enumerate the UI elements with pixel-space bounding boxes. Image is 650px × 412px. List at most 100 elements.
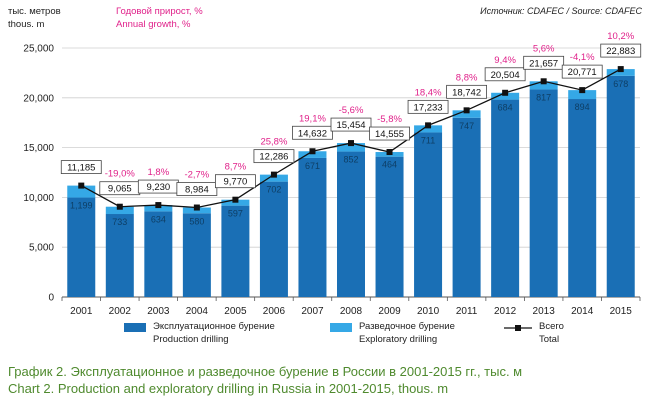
exploratory-bar: [259, 174, 288, 182]
legend-exploratory-ru: Разведочное бурение: [359, 321, 455, 332]
growth-label: 18,4%: [415, 87, 442, 98]
total-label-box: [369, 126, 410, 141]
legend-swatch-exploratory: [330, 323, 352, 332]
exploratory-bar: [337, 143, 365, 152]
production-bar: [529, 89, 558, 298]
production-bar: [337, 151, 365, 297]
total-value-label: 17,233: [414, 102, 443, 113]
source-note: Источник: CDAFEC / Source: CDAFEC: [480, 6, 642, 16]
exploratory-value-label: 702: [266, 185, 281, 195]
production-bar: [298, 157, 327, 297]
production-bar: [452, 117, 481, 297]
total-value-label: 9,230: [146, 182, 170, 193]
total-label-box: [214, 174, 256, 189]
x-tick-label: 2012: [494, 306, 517, 317]
total-label-box: [176, 182, 218, 196]
legend-exploratory-en: Exploratory drilling: [359, 334, 437, 345]
unit-label-ru: тыс. метров: [8, 6, 61, 17]
total-value-label: 14,632: [298, 128, 327, 139]
axes: 0 5,000 10,000 15,000 20,000 25,000 2001 2002 20…: [23, 44, 641, 317]
exploratory-value-label: 580: [189, 216, 204, 226]
total-point: [386, 149, 393, 156]
legend-production-en: Production drilling: [153, 334, 229, 345]
total-value-label: 18,742: [452, 87, 481, 98]
legend: Эксплуатационное бурение Production drill…: [124, 321, 564, 345]
x-tick-label: 2015: [610, 306, 633, 317]
exploratory-bar: [568, 90, 597, 100]
growth-label: 8,7%: [225, 162, 247, 173]
y-tick-label: 20,000: [23, 93, 54, 104]
x-tick-label: 2009: [378, 306, 401, 317]
header: тыс. метров thous. m Годовой прирост, % …: [8, 6, 642, 30]
y-tick-label: 15,000: [23, 143, 54, 154]
production-bar: [568, 99, 597, 297]
x-tick-label: 2006: [263, 306, 286, 317]
exploratory-value-label: 894: [575, 102, 590, 112]
exploratory-value-label: 597: [228, 209, 243, 219]
total-point: [425, 122, 432, 129]
x-tick-label: 2010: [417, 306, 440, 317]
production-bar: [606, 75, 635, 298]
exploratory-value-label: 634: [151, 214, 166, 224]
y-tick-label: 10,000: [23, 193, 54, 204]
x-tick-label: 2003: [147, 306, 170, 317]
x-tick-label: 2014: [571, 306, 594, 317]
total-point: [193, 204, 200, 211]
growth-label: 19,1%: [299, 113, 326, 124]
exploratory-value-label: 671: [305, 161, 320, 171]
growth-label: 25,8%: [260, 137, 287, 148]
production-bar: [375, 156, 404, 297]
legend-marker-total: [515, 325, 521, 331]
x-tick-label: 2008: [340, 306, 363, 317]
x-tick-label: 2011: [456, 306, 478, 317]
bars: [67, 69, 635, 298]
y-tick-label: 25,000: [23, 44, 54, 55]
total-point: [502, 89, 509, 96]
x-tick-label: 2004: [186, 306, 209, 317]
total-point: [348, 140, 354, 147]
chart-title-en: Chart 2. Production and exploratory dril…: [8, 381, 449, 396]
y-tick-label: 5,000: [29, 243, 54, 254]
total-point: [617, 66, 624, 73]
exploratory-bar: [144, 205, 173, 212]
production-bar: [259, 181, 288, 297]
production-bar: [67, 197, 96, 297]
total-point: [78, 182, 85, 189]
production-bar: [144, 211, 173, 297]
exploratory-value-label: 817: [536, 92, 551, 102]
total-point: [540, 78, 547, 85]
exploratory-bar: [529, 81, 558, 90]
total-value-label: 22,883: [606, 46, 635, 57]
total-label-box: [292, 125, 333, 140]
total-value-label: 14,555: [375, 129, 404, 140]
data-labels: 1,199 733 634 580 597 702 671 852 464 711 747 684 81…: [60, 31, 642, 227]
total-point: [309, 148, 316, 155]
total-point: [270, 171, 277, 178]
total-label-box: [561, 64, 603, 79]
total-label-box: [330, 117, 372, 132]
total-label-box: [600, 43, 642, 58]
legend-production-ru: Эксплуатационное бурение: [153, 321, 275, 332]
growth-label: 1,8%: [148, 167, 170, 178]
unit-label-en: thous. m: [8, 19, 45, 30]
growth-label: 8,8%: [456, 72, 478, 83]
exploratory-value-label: 711: [421, 135, 435, 145]
total-label-box: [484, 67, 526, 82]
total-value-label: 15,454: [336, 120, 365, 131]
x-tick-label: 2007: [301, 306, 324, 317]
y-tick-label: 0: [48, 293, 54, 304]
total-label-box: [253, 149, 295, 164]
total-label-box: [60, 160, 102, 174]
growth-label: 9,4%: [494, 55, 516, 66]
chart-title-ru: График 2. Эксплуатационное и разведочное…: [8, 364, 523, 379]
total-point: [463, 107, 470, 114]
exploratory-value-label: 684: [498, 103, 513, 113]
total-value-label: 21,657: [529, 58, 558, 69]
exploratory-value-label: 733: [112, 217, 127, 227]
exploratory-bar: [491, 92, 520, 100]
growth-label: -4,1%: [570, 52, 595, 63]
exploratory-value-label: 678: [613, 79, 628, 89]
total-label-box: [446, 84, 488, 99]
total-line: [78, 66, 624, 211]
total-point: [116, 203, 123, 210]
